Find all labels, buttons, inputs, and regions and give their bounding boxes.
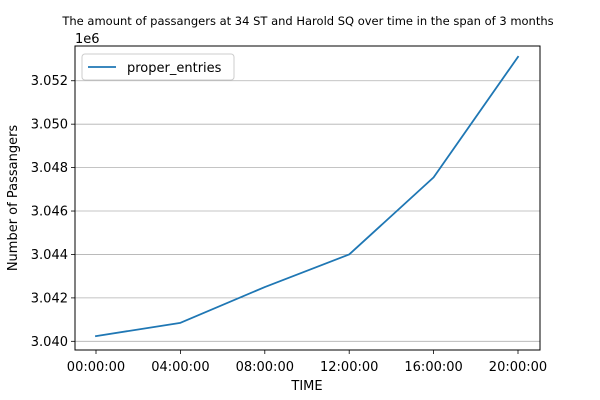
legend-box [81, 53, 235, 81]
y-axis-ticks: 3.040 3.042 3.044 3.046 3.048 3.050 3.052 [31, 74, 75, 350]
x-tick-label: 04:00:00 [151, 360, 209, 375]
plot-area [75, 46, 540, 350]
y-tick-label: 3.052 [31, 74, 68, 89]
x-tick-label: 20:00:00 [489, 360, 547, 375]
grid-lines [75, 80, 540, 342]
x-tick-label: 12:00:00 [320, 360, 378, 375]
chart-title: The amount of passangers at 34 ST and Ha… [61, 14, 553, 28]
series-group [94, 55, 520, 338]
y-axis-label: Number of Passangers [6, 125, 21, 272]
legend: proper_entries [81, 53, 235, 81]
y-tick-label: 3.042 [31, 291, 68, 306]
x-tick-label: 08:00:00 [236, 360, 294, 375]
y-tick-label: 3.050 [31, 118, 68, 133]
series-line-proper-entries [94, 55, 520, 338]
x-tick-label: 00:00:00 [67, 360, 125, 375]
x-axis-ticks: 00:00:00 04:00:00 08:00:00 12:00:00 16:00:00… [67, 350, 547, 375]
x-axis-label: TIME [290, 379, 322, 394]
y-tick-label: 3.048 [31, 161, 68, 176]
y-tick-label: 3.040 [31, 335, 68, 350]
x-tick-label: 16:00:00 [404, 360, 462, 375]
y-tick-label: 3.046 [31, 205, 68, 220]
legend-label-proper-entries: proper_entries [127, 61, 222, 76]
y-offset-label: 1e6 [75, 32, 100, 47]
y-tick-label: 3.044 [31, 248, 68, 263]
plot-frame [74, 45, 541, 351]
